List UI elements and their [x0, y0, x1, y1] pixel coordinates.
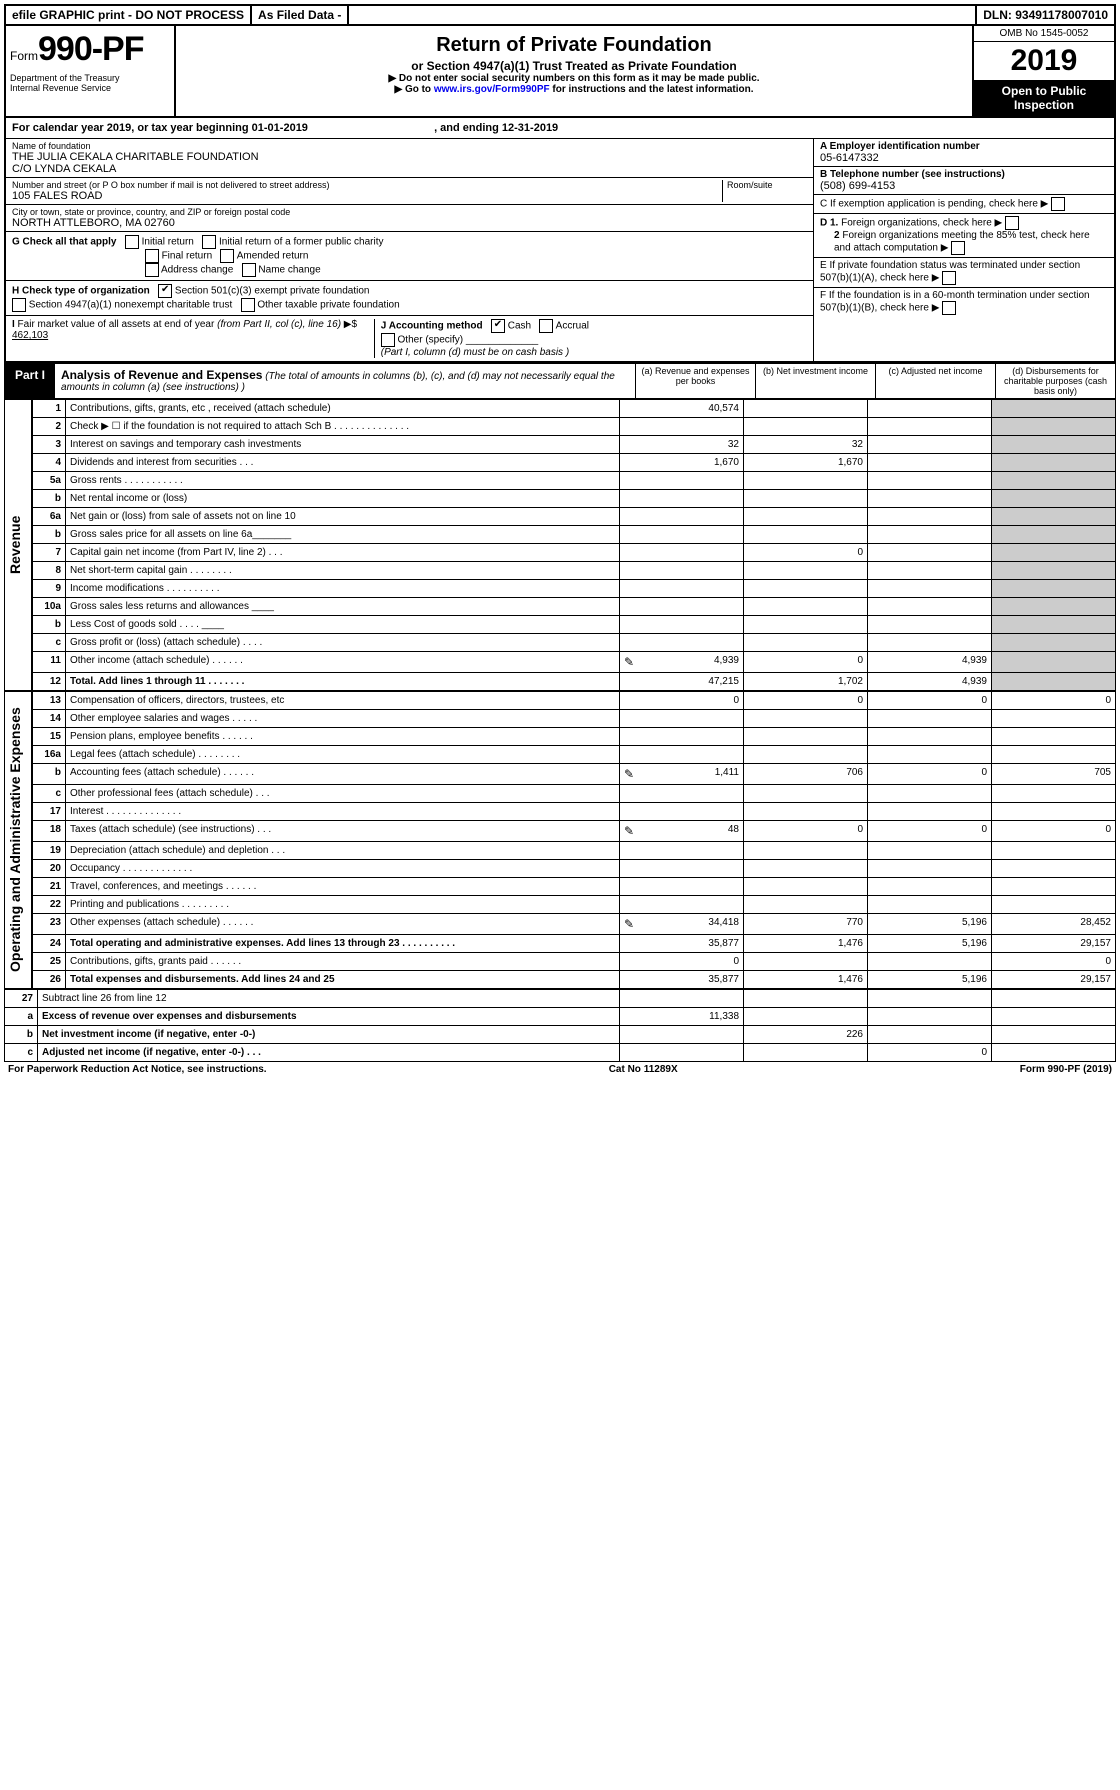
- form-subtitle: or Section 4947(a)(1) Trust Treated as P…: [182, 59, 966, 73]
- efile-notice: efile GRAPHIC print - DO NOT PROCESS: [6, 6, 252, 24]
- table-row: 26Total expenses and disbursements. Add …: [33, 971, 1116, 989]
- table-row: bNet investment income (if negative, ent…: [5, 1026, 1116, 1044]
- dln: DLN: 93491178007010: [977, 6, 1114, 24]
- pencil-icon[interactable]: [624, 655, 636, 669]
- open-public-badge: Open to Public Inspection: [974, 80, 1114, 116]
- as-filed: As Filed Data -: [252, 6, 349, 24]
- revenue-table: 1Contributions, gifts, grants, etc , rec…: [32, 399, 1116, 691]
- table-row: bNet rental income or (loss): [33, 490, 1116, 508]
- table-row: 10aGross sales less returns and allowanc…: [33, 598, 1116, 616]
- table-row: 9Income modifications . . . . . . . . . …: [33, 580, 1116, 598]
- h-check-row: H Check type of organization ✔ Section 5…: [6, 281, 813, 316]
- checkbox-status-terminated[interactable]: [942, 271, 956, 285]
- table-row: 17Interest . . . . . . . . . . . . . .: [33, 803, 1116, 821]
- checkbox-60-month[interactable]: [942, 301, 956, 315]
- table-row: 2Check ▶ ☐ if the foundation is not requ…: [33, 418, 1116, 436]
- tax-year: 2019: [974, 42, 1114, 80]
- d-foreign: D 1. Foreign organizations, check here ▶…: [814, 214, 1114, 258]
- city-cell: City or town, state or province, country…: [6, 205, 813, 232]
- checkbox-501c3[interactable]: ✔: [158, 284, 172, 298]
- checkbox-4947a1[interactable]: [12, 298, 26, 312]
- top-bar: efile GRAPHIC print - DO NOT PROCESS As …: [4, 4, 1116, 26]
- checkbox-other-taxable[interactable]: [241, 298, 255, 312]
- table-row: bGross sales price for all assets on lin…: [33, 526, 1116, 544]
- pencil-icon[interactable]: [624, 767, 636, 781]
- table-row: 20Occupancy . . . . . . . . . . . . .: [33, 860, 1116, 878]
- calendar-year-row: For calendar year 2019, or tax year begi…: [6, 118, 1114, 139]
- i-j-row: I Fair market value of all assets at end…: [6, 316, 813, 361]
- checkbox-initial-former[interactable]: [202, 235, 216, 249]
- col-b-head: (b) Net investment income: [756, 364, 876, 398]
- table-row: 14Other employee salaries and wages . . …: [33, 710, 1116, 728]
- table-row: 11Other income (attach schedule) . . . .…: [33, 652, 1116, 673]
- table-row: 7Capital gain net income (from Part IV, …: [33, 544, 1116, 562]
- table-row: 1Contributions, gifts, grants, etc , rec…: [33, 400, 1116, 418]
- checkbox-foreign-org[interactable]: [1005, 216, 1019, 230]
- year-box: OMB No 1545-0052 2019 Open to Public Ins…: [972, 26, 1114, 116]
- col-d-head: (d) Disbursements for charitable purpose…: [996, 364, 1115, 398]
- part1-header: Part I Analysis of Revenue and Expenses …: [4, 363, 1116, 399]
- checkbox-other-method[interactable]: [381, 333, 395, 347]
- page-footer: For Paperwork Reduction Act Notice, see …: [4, 1062, 1116, 1077]
- table-row: 13Compensation of officers, directors, t…: [33, 692, 1116, 710]
- phone-cell: B Telephone number (see instructions) (5…: [814, 167, 1114, 195]
- table-row: 22Printing and publications . . . . . . …: [33, 896, 1116, 914]
- table-row: cOther professional fees (attach schedul…: [33, 785, 1116, 803]
- checkbox-accrual[interactable]: [539, 319, 553, 333]
- table-row: bLess Cost of goods sold . . . . ____: [33, 616, 1116, 634]
- table-row: cGross profit or (loss) (attach schedule…: [33, 634, 1116, 652]
- pencil-icon[interactable]: [624, 917, 636, 931]
- e-terminated: E If private foundation status was termi…: [814, 258, 1114, 288]
- checkbox-name-change[interactable]: [242, 263, 256, 277]
- summary-table: 27Subtract line 26 from line 12aExcess o…: [4, 989, 1116, 1062]
- title-box: Return of Private Foundation or Section …: [176, 26, 972, 116]
- department: Department of the Treasury Internal Reve…: [10, 73, 170, 93]
- checkbox-85-test[interactable]: [951, 241, 965, 255]
- table-row: 27Subtract line 26 from line 12: [5, 990, 1116, 1008]
- table-row: 16aLegal fees (attach schedule) . . . . …: [33, 746, 1116, 764]
- expenses-table: 13Compensation of officers, directors, t…: [32, 691, 1116, 989]
- table-row: cAdjusted net income (if negative, enter…: [5, 1044, 1116, 1062]
- checkbox-initial-return[interactable]: [125, 235, 139, 249]
- table-row: 18Taxes (attach schedule) (see instructi…: [33, 821, 1116, 842]
- table-row: 6aNet gain or (loss) from sale of assets…: [33, 508, 1116, 526]
- col-c-head: (c) Adjusted net income: [876, 364, 996, 398]
- table-row: 21Travel, conferences, and meetings . . …: [33, 878, 1116, 896]
- fmv-value: 462,103: [12, 330, 48, 341]
- foundation-name-cell: Name of foundation THE JULIA CEKALA CHAR…: [6, 139, 813, 178]
- table-row: 24Total operating and administrative exp…: [33, 935, 1116, 953]
- table-row: 4Dividends and interest from securities …: [33, 454, 1116, 472]
- ein-cell: A Employer identification number 05-6147…: [814, 139, 1114, 167]
- revenue-side-label: Revenue: [4, 399, 32, 691]
- form-header: Form990-PF Department of the Treasury In…: [4, 26, 1116, 118]
- table-row: 19Depreciation (attach schedule) and dep…: [33, 842, 1116, 860]
- checkbox-cash[interactable]: ✔: [491, 319, 505, 333]
- checkbox-final-return[interactable]: [145, 249, 159, 263]
- table-row: 12Total. Add lines 1 through 11 . . . . …: [33, 673, 1116, 691]
- checkbox-amended-return[interactable]: [220, 249, 234, 263]
- checkbox-exemption-pending[interactable]: [1051, 197, 1065, 211]
- irs-link[interactable]: www.irs.gov/Form990PF: [434, 84, 550, 95]
- table-row: bAccounting fees (attach schedule) . . .…: [33, 764, 1116, 785]
- g-check-row: G Check all that apply Initial return In…: [6, 232, 813, 281]
- form-number-box: Form990-PF Department of the Treasury In…: [6, 26, 176, 116]
- pencil-icon[interactable]: [624, 824, 636, 838]
- f-60month: F If the foundation is in a 60-month ter…: [814, 288, 1114, 317]
- table-row: 3Interest on savings and temporary cash …: [33, 436, 1116, 454]
- col-a-head: (a) Revenue and expenses per books: [636, 364, 756, 398]
- table-row: 5aGross rents . . . . . . . . . . .: [33, 472, 1116, 490]
- table-row: 15Pension plans, employee benefits . . .…: [33, 728, 1116, 746]
- table-row: 8Net short-term capital gain . . . . . .…: [33, 562, 1116, 580]
- omb-number: OMB No 1545-0052: [974, 26, 1114, 42]
- c-exemption: C If exemption application is pending, c…: [814, 195, 1114, 214]
- expenses-side-label: Operating and Administrative Expenses: [4, 691, 32, 989]
- form-title: Return of Private Foundation: [182, 34, 966, 57]
- address-cell: Number and street (or P O box number if …: [6, 178, 813, 205]
- table-row: 23Other expenses (attach schedule) . . .…: [33, 914, 1116, 935]
- table-row: aExcess of revenue over expenses and dis…: [5, 1008, 1116, 1026]
- checkbox-address-change[interactable]: [145, 263, 159, 277]
- table-row: 25Contributions, gifts, grants paid . . …: [33, 953, 1116, 971]
